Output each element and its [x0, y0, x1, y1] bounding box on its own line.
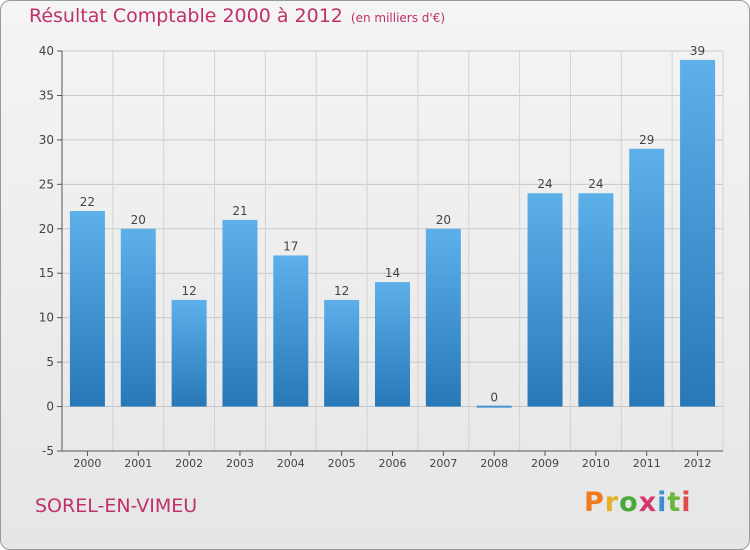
- value-label-2007: 20: [436, 213, 451, 227]
- x-tick-label-2002: 2002: [175, 457, 203, 470]
- x-tick-label-2006: 2006: [379, 457, 407, 470]
- value-label-2010: 24: [588, 177, 603, 191]
- bar-2005: [324, 299, 360, 407]
- y-tick-label: 10: [39, 311, 54, 325]
- bar-2008: [476, 405, 512, 408]
- y-tick-label: 15: [39, 266, 54, 280]
- x-tick-label-2000: 2000: [73, 457, 101, 470]
- y-tick-label: 20: [39, 222, 54, 236]
- chart-subtitle: (en milliers d'€): [350, 11, 446, 25]
- value-label-2006: 14: [385, 266, 400, 280]
- x-tick-label-2011: 2011: [633, 457, 661, 470]
- bar-2010: [578, 193, 614, 407]
- logo-letter: i: [681, 487, 692, 518]
- bar-2007: [425, 228, 461, 407]
- y-tick-label: 25: [39, 177, 54, 191]
- y-tick-label: -5: [42, 444, 54, 458]
- bar-2012: [680, 59, 716, 407]
- value-label-2004: 17: [283, 239, 298, 253]
- value-label-2001: 20: [131, 213, 146, 227]
- y-tick-label: 5: [46, 355, 54, 369]
- x-tick-label-2009: 2009: [531, 457, 559, 470]
- x-tick-label-2008: 2008: [480, 457, 508, 470]
- value-label-2012: 39: [690, 44, 705, 58]
- logo-letter: o: [619, 487, 639, 518]
- y-tick-label: 30: [39, 133, 54, 147]
- value-label-2005: 12: [334, 284, 349, 298]
- value-label-2008: 0: [490, 391, 498, 405]
- value-label-2011: 29: [639, 133, 654, 147]
- value-label-2003: 21: [232, 204, 247, 218]
- x-tick-label-2010: 2010: [582, 457, 610, 470]
- logo-letter: P: [584, 487, 605, 518]
- x-tick-label-2007: 2007: [429, 457, 457, 470]
- value-label-2000: 22: [80, 195, 95, 209]
- y-tick-label: 35: [39, 88, 54, 102]
- commune-name: SOREL-EN-VIMEU: [35, 495, 198, 517]
- value-label-2009: 24: [537, 177, 552, 191]
- logo-letter: i: [657, 487, 668, 518]
- y-tick-label: 0: [46, 400, 54, 414]
- x-tick-label-2003: 2003: [226, 457, 254, 470]
- logo-letter: r: [604, 487, 620, 518]
- bar-2011: [629, 148, 665, 407]
- logo-letter: x: [638, 487, 658, 518]
- bar-2003: [222, 219, 258, 407]
- chart-title: Résultat Comptable 2000 à 2012: [29, 5, 343, 27]
- bar-2002: [171, 299, 207, 407]
- value-label-2002: 12: [181, 284, 196, 298]
- x-tick-label-2004: 2004: [277, 457, 305, 470]
- bar-2001: [120, 228, 156, 407]
- bar-2000: [69, 211, 105, 407]
- chart-title-line: Résultat Comptable 2000 à 2012 (en millie…: [29, 5, 445, 27]
- x-tick-label-2005: 2005: [328, 457, 356, 470]
- bar-2004: [273, 255, 309, 407]
- logo-letter: t: [667, 487, 682, 518]
- bar-2009: [527, 193, 563, 407]
- proxiti-logo: Proxiti: [584, 487, 692, 518]
- x-tick-label-2001: 2001: [124, 457, 152, 470]
- y-tick-label: 40: [39, 44, 54, 58]
- bar-2006: [375, 282, 410, 407]
- x-tick-label-2012: 2012: [684, 457, 712, 470]
